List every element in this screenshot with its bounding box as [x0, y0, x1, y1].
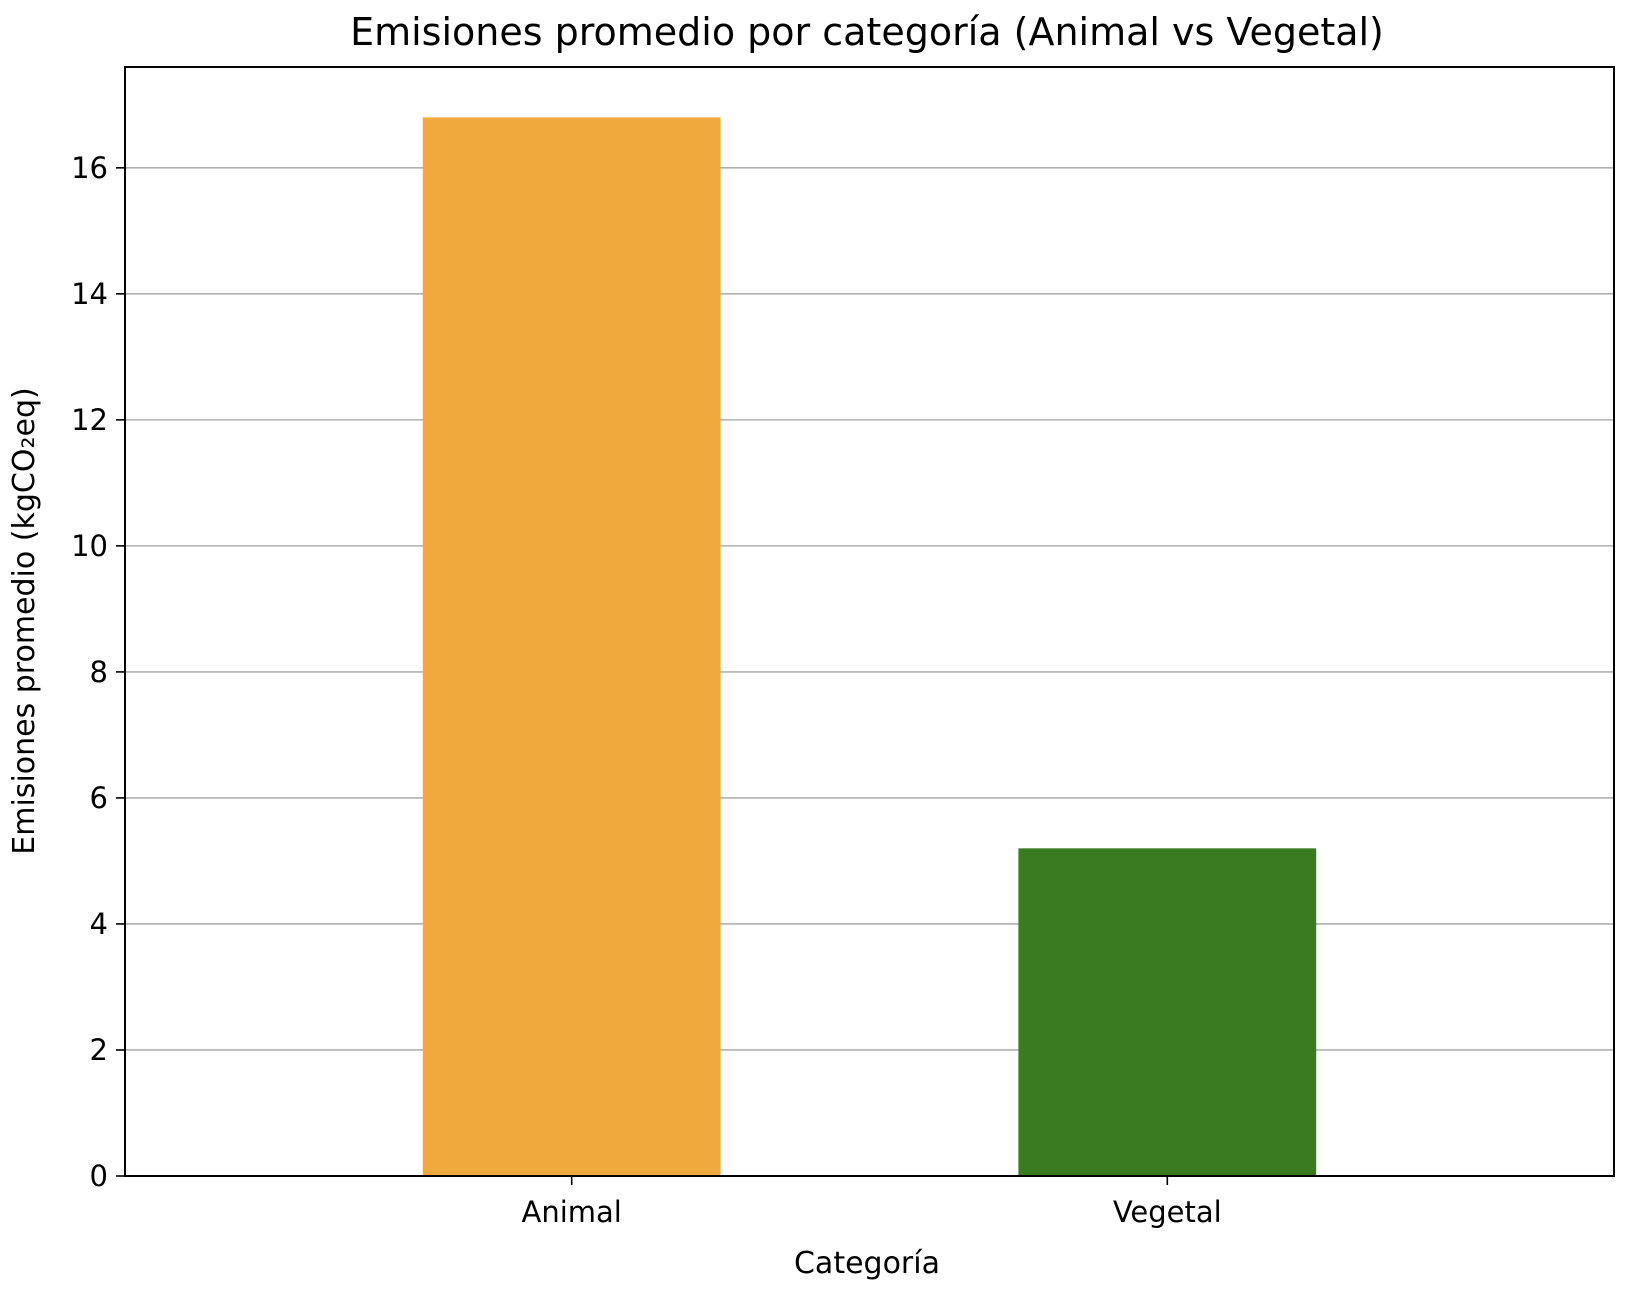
y-tick-label: 4: [90, 907, 108, 941]
y-axis-ticks: 0 2 4 6 8 10 12 14 16: [71, 151, 125, 1193]
y-tick-label: 6: [90, 781, 108, 815]
y-tick-label: 12: [71, 403, 108, 437]
y-tick-label: 2: [90, 1033, 108, 1067]
y-axis-label: Emisiones promedio (kgCO₂eq): [7, 387, 42, 854]
y-tick-label: 16: [71, 151, 108, 185]
bar-vegetal: [1018, 848, 1317, 1176]
x-tick-label-vegetal: Vegetal: [1113, 1195, 1222, 1229]
chart-title: Emisiones promedio por categoría (Animal…: [350, 10, 1384, 54]
x-axis-label: Categoría: [794, 1246, 940, 1281]
bar-animal: [422, 117, 721, 1177]
y-tick-label: 10: [71, 529, 108, 563]
x-axis-ticks: Animal Vegetal: [522, 1176, 1222, 1229]
grid-lines: [125, 167, 1614, 1051]
x-tick-label-animal: Animal: [522, 1195, 622, 1229]
bars: [422, 117, 1317, 1177]
y-tick-label: 0: [90, 1159, 108, 1193]
plot-frame: [124, 66, 1615, 1177]
y-tick-label: 14: [71, 277, 108, 311]
y-tick-label: 8: [90, 655, 108, 689]
